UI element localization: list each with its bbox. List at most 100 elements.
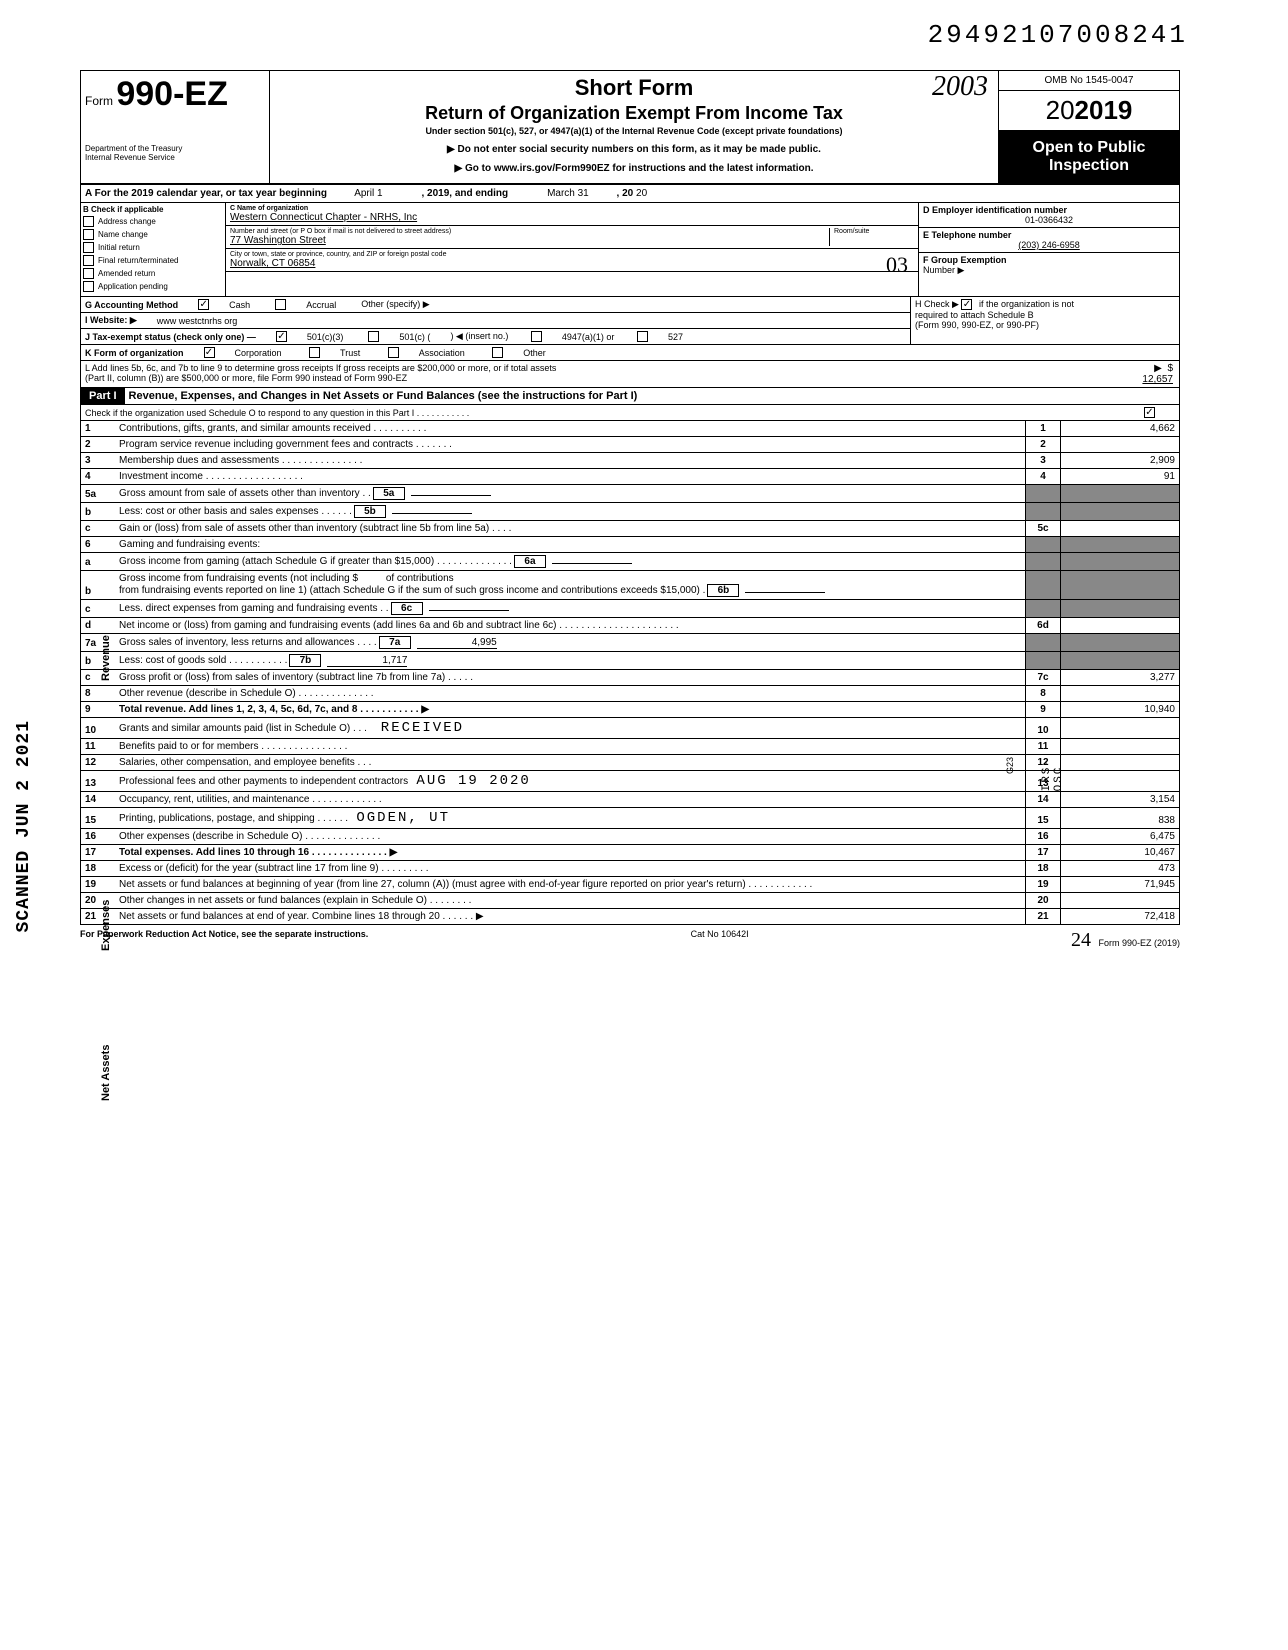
label-group-exemption-1: F Group Exemption <box>923 255 1007 265</box>
line-4-num: 4 <box>81 469 116 485</box>
row-a-end-prefix: , 20 <box>617 188 634 199</box>
checkbox-amended-return[interactable] <box>83 268 94 279</box>
line-8-amt <box>1061 686 1180 702</box>
line-20-amt <box>1061 893 1180 909</box>
line-7a-amt-shaded <box>1061 634 1180 652</box>
line-6a-desc: Gross income from gaming (attach Schedul… <box>115 553 1026 571</box>
label-h-text2: if the organization is not <box>979 299 1074 309</box>
line-15-desc: Printing, publications, postage, and shi… <box>115 808 1026 829</box>
line-8-desc: Other revenue (describe in Schedule O) .… <box>115 686 1026 702</box>
section-identity: B Check if applicable Address change Nam… <box>80 203 1180 297</box>
row-l-arrow: ▶ <box>1154 363 1162 374</box>
line-7c-box: 7c <box>1026 670 1061 686</box>
row-a-end-year: 20 <box>636 188 647 199</box>
line-6b-text3: from fundraising events reported on line… <box>119 585 705 596</box>
checkbox-application-pending[interactable] <box>83 281 94 292</box>
line-17-desc: Total expenses. Add lines 10 through 16 … <box>115 845 1026 861</box>
label-group-exemption-2: Number ▶ <box>923 265 964 275</box>
footer-hand: 24 <box>1071 929 1091 951</box>
label-association: Association <box>419 348 465 358</box>
org-name: Western Connecticut Chapter - NRHS, Inc <box>230 212 914 223</box>
line-1-desc: Contributions, gifts, grants, and simila… <box>115 421 1026 437</box>
checkbox-501c3[interactable]: ✓ <box>276 331 287 342</box>
label-tax-exempt: J Tax-exempt status (check only one) — <box>85 332 256 342</box>
checkbox-schedule-o[interactable]: ✓ <box>1144 407 1155 418</box>
tax-year: 202019 <box>999 91 1179 131</box>
checkbox-cash[interactable]: ✓ <box>198 299 209 310</box>
line-6-desc: Gaming and fundraising events: <box>115 537 1026 553</box>
checkbox-other-org[interactable] <box>492 347 503 358</box>
label-address-change: Address change <box>98 217 156 226</box>
line-13-desc: Professional fees and other payments to … <box>115 771 1026 792</box>
line-7a-shaded <box>1026 634 1061 652</box>
line-5b-desc: Less: cost or other basis and sales expe… <box>115 503 1026 521</box>
line-16-desc: Other expenses (describe in Schedule O) … <box>115 829 1026 845</box>
line-1-num: 1 <box>81 421 116 437</box>
label-other-method: Other (specify) ▶ <box>361 299 429 310</box>
line-18-box: 18 <box>1026 861 1061 877</box>
line-12-desc: Salaries, other compensation, and employ… <box>115 755 1026 771</box>
org-street: 77 Washington Street <box>230 235 829 246</box>
page-number-top: 29492107008241 <box>20 20 1268 50</box>
checkbox-initial-return[interactable] <box>83 242 94 253</box>
line-8-num: 8 <box>81 686 116 702</box>
line-6a-iamt <box>552 563 632 564</box>
col-b-header: B Check if applicable <box>83 205 163 214</box>
line-13-text: Professional fees and other payments to … <box>119 776 408 787</box>
line-5b-num: b <box>81 503 116 521</box>
line-5c-box: 5c <box>1026 521 1061 537</box>
row-l-line2: (Part II, column (B)) are $500,000 or mo… <box>85 373 1013 383</box>
line-6d-box: 6d <box>1026 618 1061 634</box>
checkbox-name-change[interactable] <box>83 229 94 240</box>
side-label-revenue: Revenue <box>100 635 112 681</box>
line-18-amt: 473 <box>1061 861 1180 877</box>
line-5a-desc: Gross amount from sale of assets other t… <box>115 485 1026 503</box>
label-name-change: Name change <box>98 230 148 239</box>
row-a-tax-year: A For the 2019 calendar year, or tax yea… <box>80 185 1180 203</box>
checkbox-4947[interactable] <box>531 331 542 342</box>
line-17-amt: 10,467 <box>1061 845 1180 861</box>
part1-check-line: Check if the organization used Schedule … <box>85 408 469 418</box>
checkbox-accrual[interactable] <box>275 299 286 310</box>
row-l-line1: L Add lines 5b, 6c, and 7b to line 9 to … <box>85 363 1013 373</box>
dept-irs: Internal Revenue Service <box>85 153 265 162</box>
label-4947: 4947(a)(1) or <box>562 332 615 342</box>
line-19-desc: Net assets or fund balances at beginning… <box>115 877 1026 893</box>
line-6b-amt-shaded <box>1061 571 1180 600</box>
row-a-mid: , 2019, and ending <box>421 188 508 199</box>
checkbox-h[interactable]: ✓ <box>961 299 972 310</box>
label-501c: 501(c) ( <box>399 332 430 342</box>
line-9-desc: Total revenue. Add lines 1, 2, 3, 4, 5c,… <box>115 702 1026 718</box>
line-7a-iamt: 4,995 <box>417 637 497 649</box>
label-cash: Cash <box>229 300 250 310</box>
label-final-return: Final return/terminated <box>98 256 178 265</box>
label-city: City or town, state or province, country… <box>230 251 914 258</box>
row-a-begin: April 1 <box>354 188 382 199</box>
line-14-box: 14 <box>1026 792 1061 808</box>
phone-value: (203) 246-6958 <box>923 240 1175 250</box>
checkbox-address-change[interactable] <box>83 216 94 227</box>
line-6b-iamt <box>745 592 825 593</box>
line-18-desc: Excess or (deficit) for the year (subtra… <box>115 861 1026 877</box>
lines-table: 1Contributions, gifts, grants, and simil… <box>80 421 1180 925</box>
line-6c-iamt <box>429 610 509 611</box>
checkbox-527[interactable] <box>637 331 648 342</box>
line-1-amt: 4,662 <box>1061 421 1180 437</box>
checkbox-corporation[interactable]: ✓ <box>204 347 215 358</box>
checkbox-association[interactable] <box>388 347 399 358</box>
line-7a-text: Gross sales of inventory, less returns a… <box>119 637 377 648</box>
line-9-amt: 10,940 <box>1061 702 1180 718</box>
checkbox-501c[interactable] <box>368 331 379 342</box>
label-h-text3: required to attach Schedule B <box>915 310 1034 320</box>
line-7b-shaded <box>1026 652 1061 670</box>
label-corporation: Corporation <box>235 348 282 358</box>
side-label-netassets: Net Assets <box>100 1045 112 1101</box>
line-7c-desc: Gross profit or (loss) from sales of inv… <box>115 670 1026 686</box>
line-17-num: 17 <box>81 845 116 861</box>
line-5c-desc: Gain or (loss) from sale of assets other… <box>115 521 1026 537</box>
handwritten-year: 2003 <box>932 71 988 103</box>
footer-center: Cat No 10642I <box>691 929 749 952</box>
line-3-num: 3 <box>81 453 116 469</box>
checkbox-final-return[interactable] <box>83 255 94 266</box>
checkbox-trust[interactable] <box>309 347 320 358</box>
